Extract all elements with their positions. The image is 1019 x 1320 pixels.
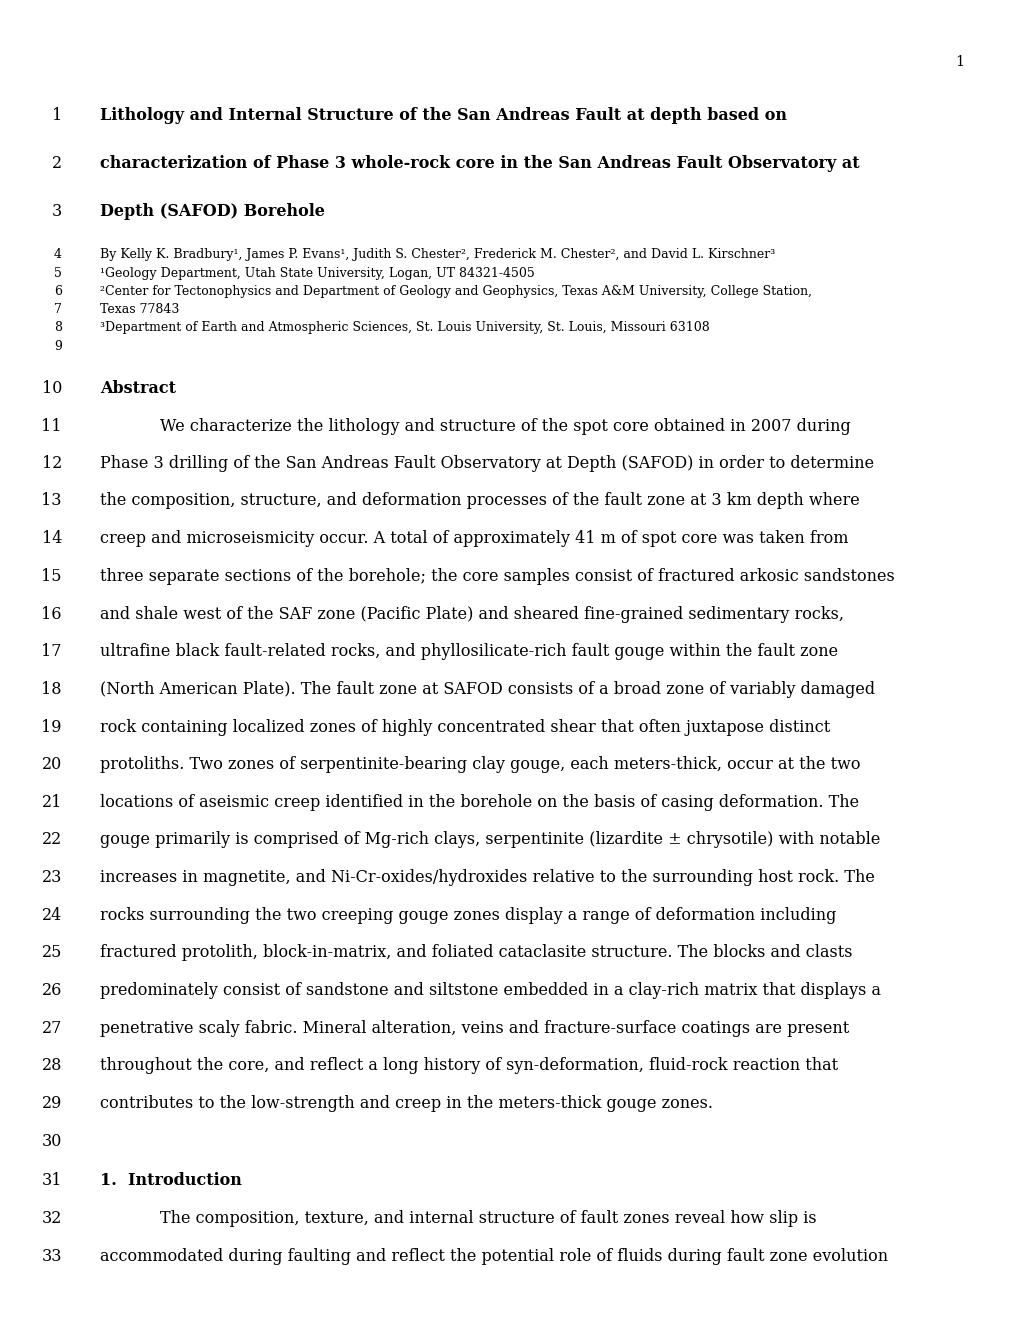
Text: 33: 33 <box>42 1247 62 1265</box>
Text: 15: 15 <box>42 568 62 585</box>
Text: 6: 6 <box>54 285 62 298</box>
Text: fractured protolith, block-in-matrix, and foliated cataclasite structure. The bl: fractured protolith, block-in-matrix, an… <box>100 944 852 961</box>
Text: 1: 1 <box>955 55 964 69</box>
Text: 5: 5 <box>54 267 62 280</box>
Text: The composition, texture, and internal structure of fault zones reveal how slip : The composition, texture, and internal s… <box>160 1210 816 1228</box>
Text: 20: 20 <box>42 756 62 774</box>
Text: Texas 77843: Texas 77843 <box>100 304 179 315</box>
Text: locations of aseismic creep identified in the borehole on the basis of casing de: locations of aseismic creep identified i… <box>100 795 858 810</box>
Text: throughout the core, and reflect a long history of syn-deformation, fluid-rock r: throughout the core, and reflect a long … <box>100 1057 838 1074</box>
Text: Depth (SAFOD) Borehole: Depth (SAFOD) Borehole <box>100 203 325 220</box>
Text: rocks surrounding the two creeping gouge zones display a range of deformation in: rocks surrounding the two creeping gouge… <box>100 907 836 924</box>
Text: accommodated during faulting and reflect the potential role of fluids during fau: accommodated during faulting and reflect… <box>100 1247 888 1265</box>
Text: Lithology and Internal Structure of the San Andreas Fault at depth based on: Lithology and Internal Structure of the … <box>100 107 787 124</box>
Text: gouge primarily is comprised of Mg-rich clays, serpentinite (lizardite ± chrysot: gouge primarily is comprised of Mg-rich … <box>100 832 879 847</box>
Text: 12: 12 <box>42 455 62 473</box>
Text: ²Center for Tectonophysics and Department of Geology and Geophysics, Texas A&M U: ²Center for Tectonophysics and Departmen… <box>100 285 811 298</box>
Text: ¹Geology Department, Utah State University, Logan, UT 84321-4505: ¹Geology Department, Utah State Universi… <box>100 267 534 280</box>
Text: 8: 8 <box>54 321 62 334</box>
Text: 7: 7 <box>54 304 62 315</box>
Text: 22: 22 <box>42 832 62 847</box>
Text: 1: 1 <box>52 107 62 124</box>
Text: 16: 16 <box>42 606 62 623</box>
Text: 26: 26 <box>42 982 62 999</box>
Text: 31: 31 <box>42 1172 62 1189</box>
Text: ³Department of Earth and Atmospheric Sciences, St. Louis University, St. Louis, : ³Department of Earth and Atmospheric Sci… <box>100 321 709 334</box>
Text: predominately consist of sandstone and siltstone embedded in a clay-rich matrix : predominately consist of sandstone and s… <box>100 982 880 999</box>
Text: three separate sections of the borehole; the core samples consist of fractured a: three separate sections of the borehole;… <box>100 568 894 585</box>
Text: 14: 14 <box>42 531 62 546</box>
Text: characterization of Phase 3 whole-rock core in the San Andreas Fault Observatory: characterization of Phase 3 whole-rock c… <box>100 154 859 172</box>
Text: 2: 2 <box>52 154 62 172</box>
Text: 10: 10 <box>42 380 62 397</box>
Text: 19: 19 <box>42 719 62 737</box>
Text: ultrafine black fault-related rocks, and phyllosilicate-rich fault gouge within : ultrafine black fault-related rocks, and… <box>100 643 838 660</box>
Text: protoliths. Two zones of serpentinite-bearing clay gouge, each meters-thick, occ: protoliths. Two zones of serpentinite-be… <box>100 756 860 774</box>
Text: 27: 27 <box>42 1020 62 1038</box>
Text: creep and microseismicity occur. A total of approximately 41 m of spot core was : creep and microseismicity occur. A total… <box>100 531 848 546</box>
Text: 4: 4 <box>54 248 62 261</box>
Text: 9: 9 <box>54 341 62 352</box>
Text: By Kelly K. Bradbury¹, James P. Evans¹, Judith S. Chester², Frederick M. Chester: By Kelly K. Bradbury¹, James P. Evans¹, … <box>100 248 774 261</box>
Text: 11: 11 <box>42 418 62 436</box>
Text: 29: 29 <box>42 1096 62 1111</box>
Text: (North American Plate). The fault zone at SAFOD consists of a broad zone of vari: (North American Plate). The fault zone a… <box>100 681 874 698</box>
Text: 21: 21 <box>42 795 62 810</box>
Text: 17: 17 <box>42 643 62 660</box>
Text: 18: 18 <box>42 681 62 698</box>
Text: 24: 24 <box>42 907 62 924</box>
Text: contributes to the low-strength and creep in the meters-thick gouge zones.: contributes to the low-strength and cree… <box>100 1096 712 1111</box>
Text: penetrative scaly fabric. Mineral alteration, veins and fracture-surface coating: penetrative scaly fabric. Mineral altera… <box>100 1020 849 1038</box>
Text: We characterize the lithology and structure of the spot core obtained in 2007 du: We characterize the lithology and struct… <box>160 418 850 436</box>
Text: and shale west of the SAF zone (Pacific Plate) and sheared fine-grained sediment: and shale west of the SAF zone (Pacific … <box>100 606 843 623</box>
Text: 30: 30 <box>42 1133 62 1150</box>
Text: 23: 23 <box>42 869 62 886</box>
Text: 28: 28 <box>42 1057 62 1074</box>
Text: 13: 13 <box>42 492 62 510</box>
Text: 3: 3 <box>52 203 62 220</box>
Text: the composition, structure, and deformation processes of the fault zone at 3 km : the composition, structure, and deformat… <box>100 492 859 510</box>
Text: 1.  Introduction: 1. Introduction <box>100 1172 242 1189</box>
Text: Abstract: Abstract <box>100 380 176 397</box>
Text: rock containing localized zones of highly concentrated shear that often juxtapos: rock containing localized zones of highl… <box>100 719 829 737</box>
Text: 32: 32 <box>42 1210 62 1228</box>
Text: 25: 25 <box>42 944 62 961</box>
Text: Phase 3 drilling of the San Andreas Fault Observatory at Depth (SAFOD) in order : Phase 3 drilling of the San Andreas Faul… <box>100 455 873 473</box>
Text: increases in magnetite, and Ni-Cr-oxides/hydroxides relative to the surrounding : increases in magnetite, and Ni-Cr-oxides… <box>100 869 874 886</box>
